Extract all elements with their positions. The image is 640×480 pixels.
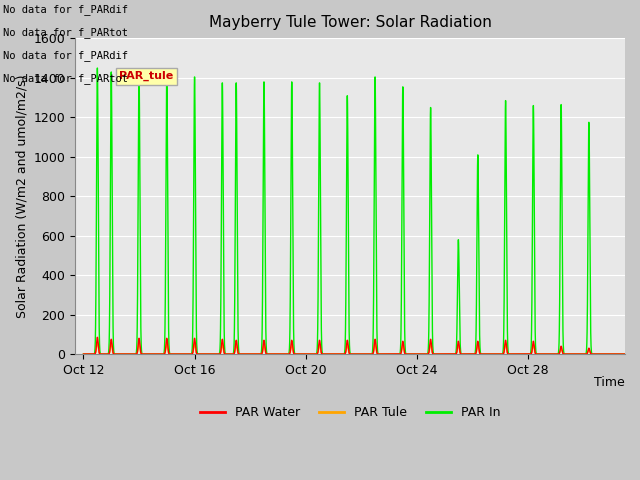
Title: Mayberry Tule Tower: Solar Radiation: Mayberry Tule Tower: Solar Radiation xyxy=(209,15,492,30)
Legend: PAR Water, PAR Tule, PAR In: PAR Water, PAR Tule, PAR In xyxy=(195,401,505,424)
Text: No data for f_PARdif: No data for f_PARdif xyxy=(3,50,128,61)
Text: No data for f_PARtot: No data for f_PARtot xyxy=(3,73,128,84)
Text: Time: Time xyxy=(595,376,625,389)
Y-axis label: Solar Radiation (W/m2 and umol/m2/s): Solar Radiation (W/m2 and umol/m2/s) xyxy=(15,74,28,318)
Text: No data for f_PARtot: No data for f_PARtot xyxy=(3,27,128,38)
Text: PAR_tule: PAR_tule xyxy=(119,71,173,82)
Text: No data for f_PARdif: No data for f_PARdif xyxy=(3,4,128,15)
